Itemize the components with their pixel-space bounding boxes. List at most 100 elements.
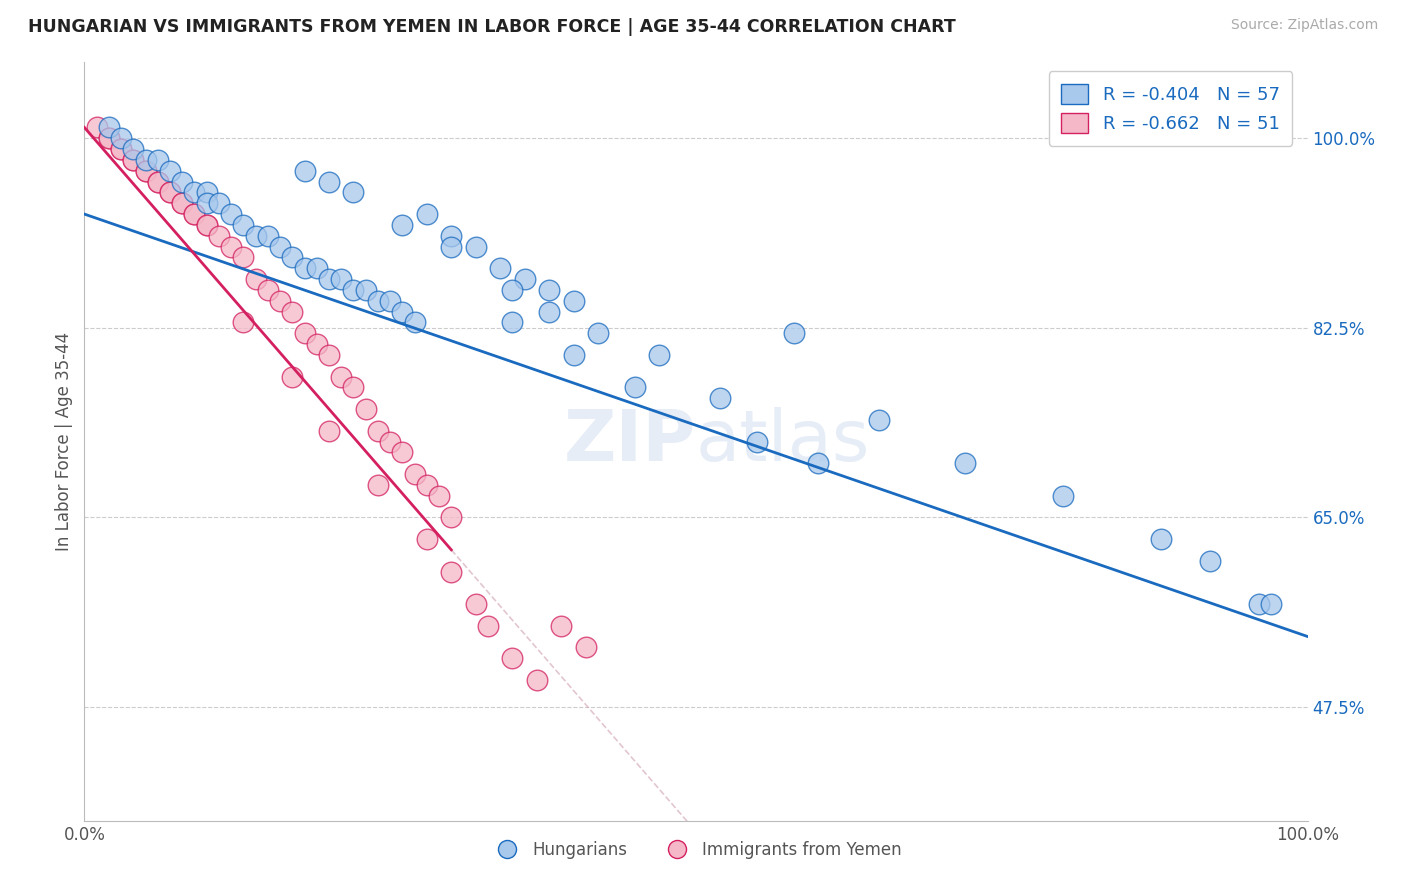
Text: HUNGARIAN VS IMMIGRANTS FROM YEMEN IN LABOR FORCE | AGE 35-44 CORRELATION CHART: HUNGARIAN VS IMMIGRANTS FROM YEMEN IN LA… — [28, 18, 956, 36]
Point — [367, 478, 389, 492]
Point — [783, 326, 806, 341]
Point — [807, 456, 830, 470]
Point — [526, 673, 548, 687]
Point — [513, 272, 536, 286]
Point — [1150, 532, 1173, 546]
Point — [1260, 597, 1282, 611]
Point — [562, 293, 585, 308]
Point — [172, 175, 194, 189]
Point — [502, 283, 524, 297]
Point — [1052, 489, 1074, 503]
Point — [110, 131, 132, 145]
Point — [159, 163, 181, 178]
Point — [318, 424, 340, 438]
Point — [550, 618, 572, 632]
Point — [97, 131, 120, 145]
Point — [159, 186, 181, 200]
Point — [97, 120, 120, 135]
Point — [305, 337, 328, 351]
Text: Source: ZipAtlas.com: Source: ZipAtlas.com — [1230, 18, 1378, 32]
Point — [624, 380, 647, 394]
Point — [391, 304, 413, 318]
Point — [648, 348, 671, 362]
Point — [122, 142, 145, 156]
Point — [281, 251, 304, 265]
Point — [538, 304, 561, 318]
Point — [269, 239, 291, 253]
Point — [245, 228, 267, 243]
Point — [440, 565, 463, 579]
Y-axis label: In Labor Force | Age 35-44: In Labor Force | Age 35-44 — [55, 332, 73, 551]
Point — [367, 293, 389, 308]
Point — [477, 618, 499, 632]
Point — [257, 228, 280, 243]
Point — [502, 315, 524, 329]
Point — [172, 196, 194, 211]
Point — [122, 153, 145, 167]
Point — [342, 380, 364, 394]
Point — [464, 597, 486, 611]
Point — [257, 283, 280, 297]
Point — [342, 283, 364, 297]
Point — [440, 228, 463, 243]
Point — [538, 283, 561, 297]
Point — [416, 207, 439, 221]
Point — [427, 489, 450, 503]
Point — [219, 207, 242, 221]
Point — [135, 163, 157, 178]
Point — [391, 445, 413, 459]
Point — [318, 175, 340, 189]
Point — [489, 261, 512, 276]
Point — [245, 272, 267, 286]
Point — [269, 293, 291, 308]
Point — [281, 304, 304, 318]
Point — [195, 218, 218, 232]
Point — [440, 239, 463, 253]
Point — [1247, 597, 1270, 611]
Point — [86, 120, 108, 135]
Point — [318, 272, 340, 286]
Point — [294, 261, 316, 276]
Text: ZIP: ZIP — [564, 407, 696, 476]
Point — [330, 272, 353, 286]
Point — [747, 434, 769, 449]
Point — [183, 186, 205, 200]
Point — [953, 456, 976, 470]
Point — [294, 163, 316, 178]
Point — [146, 175, 169, 189]
Point — [404, 315, 426, 329]
Point — [342, 186, 364, 200]
Point — [159, 186, 181, 200]
Point — [354, 402, 377, 417]
Point — [586, 326, 609, 341]
Point — [318, 348, 340, 362]
Point — [416, 532, 439, 546]
Point — [305, 261, 328, 276]
Point — [502, 651, 524, 665]
Point — [232, 251, 254, 265]
Point — [869, 413, 891, 427]
Point — [380, 434, 402, 449]
Point — [146, 175, 169, 189]
Point — [464, 239, 486, 253]
Point — [195, 218, 218, 232]
Point — [195, 196, 218, 211]
Point — [146, 153, 169, 167]
Legend: Hungarians, Immigrants from Yemen: Hungarians, Immigrants from Yemen — [484, 834, 908, 865]
Point — [391, 218, 413, 232]
Point — [562, 348, 585, 362]
Point — [575, 640, 598, 655]
Point — [354, 283, 377, 297]
Point — [709, 391, 731, 405]
Point — [404, 467, 426, 481]
Point — [416, 478, 439, 492]
Text: atlas: atlas — [696, 407, 870, 476]
Point — [440, 510, 463, 524]
Point — [367, 424, 389, 438]
Point — [1198, 554, 1220, 568]
Point — [135, 153, 157, 167]
Point — [110, 142, 132, 156]
Point — [183, 207, 205, 221]
Point — [219, 239, 242, 253]
Point — [232, 218, 254, 232]
